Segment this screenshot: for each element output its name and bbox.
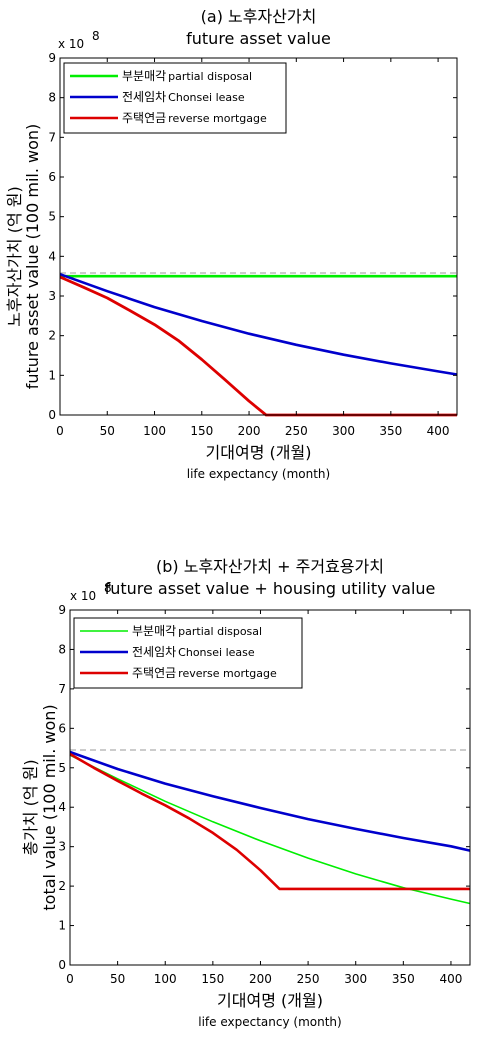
y-tick-label: 0 xyxy=(58,958,66,972)
series-line-1 xyxy=(69,750,471,852)
legend-name-ko: 전세임차 xyxy=(122,90,166,104)
y-tick-label: 8 xyxy=(48,91,56,105)
exponent-label: x 10 xyxy=(70,589,96,603)
y-tick-label: 3 xyxy=(58,840,66,854)
plot-frame xyxy=(69,609,471,966)
x-tick-label: 0 xyxy=(66,972,74,986)
x-tick-label: 350 xyxy=(379,424,402,438)
legend-name-en: Chonsei lease xyxy=(168,91,245,104)
exponent-label: x 10 xyxy=(58,37,84,51)
x-tick-label: 250 xyxy=(285,424,308,438)
series-line-1 xyxy=(59,272,458,376)
y-axis-label-en: future asset value (100 mil. won) xyxy=(23,124,42,390)
y-tick-label: 9 xyxy=(48,51,56,65)
x-tick-label: 150 xyxy=(201,972,224,986)
x-axis-label: 기대여명 (개월) xyxy=(217,991,323,1010)
x-tick-label: 150 xyxy=(190,424,213,438)
legend-entry-1: 전세임차 Chonsei lease xyxy=(132,645,255,659)
legend-entry-0: 부분매각 partial disposal xyxy=(132,624,262,638)
chart-title: (b) 노후자산가치 + 주거효용가치 xyxy=(156,557,384,576)
y-tick-label: 3 xyxy=(48,289,56,303)
y-tick-label: 2 xyxy=(48,329,56,343)
legend-entry-2: 주택연금 reverse mortgage xyxy=(122,111,267,125)
y-tick-label: 5 xyxy=(58,761,66,775)
x-tick-label: 250 xyxy=(297,972,320,986)
x-tick-label: 100 xyxy=(143,424,166,438)
x-axis-label-en: life expectancy (month) xyxy=(187,467,330,481)
plot-frame xyxy=(59,57,458,416)
x-tick-label: 50 xyxy=(100,424,115,438)
chart-1: (b) 노후자산가치 + 주거효용가치 future asset value + … xyxy=(21,557,471,1029)
legend-name-ko: 전세임차 xyxy=(132,645,176,659)
y-tick-label: 1 xyxy=(48,368,56,382)
legend-name-ko: 부분매각 xyxy=(122,69,166,83)
x-tick-label: 400 xyxy=(427,424,450,438)
y-tick-label: 7 xyxy=(48,130,56,144)
x-tick-label: 300 xyxy=(332,424,355,438)
y-tick-label: 2 xyxy=(58,879,66,893)
legend-name-ko: 주택연금 xyxy=(122,111,166,125)
legend-name-ko: 부분매각 xyxy=(132,624,176,638)
x-tick-label: 100 xyxy=(154,972,177,986)
series-line-2 xyxy=(59,275,457,417)
series-line-2 xyxy=(69,752,470,891)
y-tick-label: 7 xyxy=(58,682,66,696)
legend-name-ko: 주택연금 xyxy=(132,666,176,680)
chart-subtitle: future asset value xyxy=(186,29,331,48)
y-tick-label: 0 xyxy=(48,408,56,422)
exponent-superscript: 8 xyxy=(104,581,112,595)
y-tick-label: 9 xyxy=(58,603,66,617)
y-tick-label: 4 xyxy=(48,249,56,263)
series-line-0 xyxy=(69,754,471,905)
x-tick-label: 300 xyxy=(344,972,367,986)
y-tick-label: 5 xyxy=(48,210,56,224)
legend-entry-2: 주택연금 reverse mortgage xyxy=(132,666,277,680)
x-axis-label: 기대여명 (개월) xyxy=(206,443,312,462)
x-tick-label: 200 xyxy=(238,424,261,438)
y-axis-label-en: total value (100 mil. won) xyxy=(40,704,59,910)
legend-name-en: partial disposal xyxy=(168,70,252,83)
legend-entry-0: 부분매각 partial disposal xyxy=(122,69,252,83)
y-tick-label: 8 xyxy=(58,642,66,656)
y-tick-label: 6 xyxy=(48,170,56,184)
y-axis-label: 노후자산가치 (억 원) xyxy=(5,186,24,326)
x-tick-label: 400 xyxy=(439,972,462,986)
x-tick-label: 0 xyxy=(56,424,64,438)
chart-title: (a) 노후자산가치 xyxy=(201,7,317,26)
legend-name-en: reverse mortgage xyxy=(168,112,267,125)
y-tick-label: 6 xyxy=(58,721,66,735)
legend-entry-1: 전세임차 Chonsei lease xyxy=(122,90,245,104)
legend-name-en: reverse mortgage xyxy=(178,667,277,680)
exponent-superscript: 8 xyxy=(92,29,100,43)
y-axis-label: 총가치 (억 원) xyxy=(21,759,40,855)
legend-name-en: partial disposal xyxy=(178,625,262,638)
x-axis-label-en: life expectancy (month) xyxy=(198,1015,341,1029)
legend-name-en: Chonsei lease xyxy=(178,646,255,659)
chart-subtitle: future asset value + housing utility val… xyxy=(105,579,436,598)
y-tick-label: 1 xyxy=(58,919,66,933)
x-tick-label: 200 xyxy=(249,972,272,986)
y-tick-label: 4 xyxy=(58,800,66,814)
x-tick-label: 350 xyxy=(392,972,415,986)
x-tick-label: 50 xyxy=(110,972,125,986)
